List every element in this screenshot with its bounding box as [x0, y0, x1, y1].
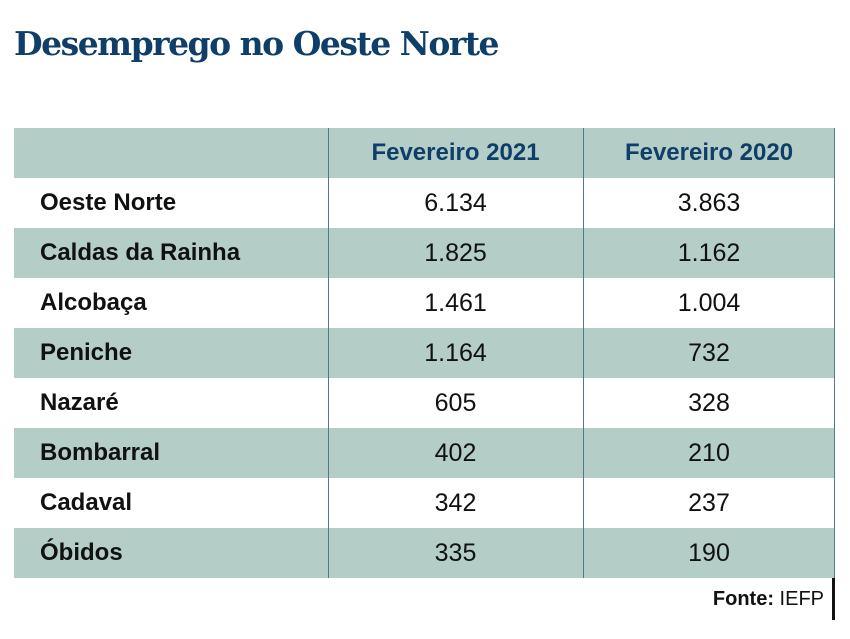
- table-right-border: [834, 128, 835, 578]
- table-cell: 402: [434, 438, 477, 467]
- row-label: Óbidos: [40, 539, 123, 566]
- table-cell: 3.863: [677, 188, 741, 217]
- table-row: Nazaré 605 328: [14, 378, 835, 428]
- column-divider: [328, 128, 329, 578]
- row-label: Nazaré: [40, 389, 119, 416]
- table-row: Bombarral 402 210: [14, 428, 835, 478]
- table-cell: 1.164: [424, 338, 487, 367]
- table-row: Caldas da Rainha 1.825 1.162: [14, 228, 835, 278]
- table-row: Oeste Norte 6.134 3.863: [14, 178, 835, 228]
- row-label: Cadaval: [40, 489, 133, 516]
- column-header: [14, 128, 328, 178]
- table-cell: 1.162: [677, 238, 741, 267]
- row-label: Peniche: [40, 339, 133, 366]
- source-bar: [832, 578, 835, 620]
- table-header: Fevereiro 2021 Fevereiro 2020: [14, 128, 835, 178]
- table-row: Óbidos 335 190: [14, 528, 835, 578]
- source-label: Fonte:: [712, 588, 774, 610]
- table-cell: 605: [434, 388, 477, 417]
- row-label: Alcobaça: [40, 289, 147, 316]
- table-cell: 1.461: [424, 288, 487, 317]
- column-divider: [583, 128, 584, 578]
- chart-title: Desemprego no Oeste Norte: [14, 24, 499, 63]
- source-value: IEFP: [779, 588, 824, 610]
- table-cell: 190: [688, 538, 730, 567]
- data-table: Fevereiro 2021 Fevereiro 2020 Oeste Norte 6…: [14, 128, 835, 578]
- row-label: Caldas da Rainha: [40, 239, 241, 266]
- row-label: Oeste Norte: [40, 189, 177, 216]
- table-cell: 342: [434, 488, 477, 517]
- table-cell: 6.134: [424, 188, 487, 217]
- table-row: Peniche 1.164 732: [14, 328, 835, 378]
- column-header: Fevereiro 2021: [371, 139, 540, 166]
- column-header: Fevereiro 2020: [624, 139, 794, 166]
- row-label: Bombarral: [40, 439, 161, 466]
- table-cell: 210: [688, 438, 730, 467]
- table-row: Alcobaça 1.461 1.004: [14, 278, 835, 328]
- table-cell: 335: [434, 538, 477, 567]
- table-cell: 732: [688, 338, 730, 367]
- table-row: Cadaval 342 237: [14, 478, 835, 528]
- source-note: Fonte: IEFP: [713, 588, 824, 611]
- table-cell: 1.825: [424, 238, 487, 267]
- table-cell: 328: [688, 388, 730, 417]
- table-cell: 237: [688, 488, 730, 517]
- table-cell: 1.004: [677, 288, 741, 317]
